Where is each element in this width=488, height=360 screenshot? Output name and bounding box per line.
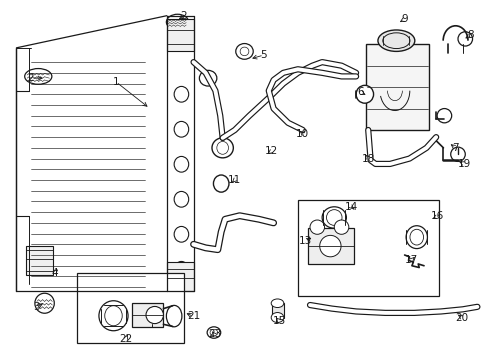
- Bar: [166, 19, 193, 51]
- Ellipse shape: [174, 157, 188, 172]
- Text: 4: 4: [51, 268, 58, 278]
- Text: 8: 8: [466, 30, 472, 40]
- Text: 21: 21: [186, 311, 200, 321]
- Text: 20: 20: [454, 312, 468, 323]
- Text: 15: 15: [272, 316, 285, 326]
- Ellipse shape: [99, 301, 128, 331]
- Text: 12: 12: [264, 147, 277, 157]
- Ellipse shape: [271, 299, 283, 307]
- Text: 3: 3: [34, 302, 40, 312]
- Ellipse shape: [35, 293, 54, 313]
- Ellipse shape: [240, 47, 248, 56]
- Ellipse shape: [326, 210, 341, 225]
- Ellipse shape: [199, 70, 216, 86]
- Text: 18: 18: [361, 154, 374, 163]
- Ellipse shape: [166, 14, 188, 30]
- Text: 9: 9: [401, 14, 407, 24]
- Ellipse shape: [405, 226, 427, 249]
- Ellipse shape: [174, 261, 188, 277]
- Ellipse shape: [174, 226, 188, 242]
- Bar: [307, 228, 353, 264]
- Ellipse shape: [166, 305, 182, 327]
- Text: 14: 14: [344, 202, 357, 212]
- Ellipse shape: [174, 86, 188, 102]
- Text: 2: 2: [28, 73, 34, 83]
- Text: 22: 22: [119, 334, 132, 344]
- Bar: [365, 44, 428, 130]
- Text: 17: 17: [405, 255, 418, 265]
- Ellipse shape: [436, 109, 451, 123]
- Ellipse shape: [213, 175, 228, 192]
- Ellipse shape: [212, 138, 233, 158]
- Ellipse shape: [457, 32, 471, 46]
- Text: 5: 5: [260, 50, 266, 60]
- Text: 19: 19: [457, 159, 470, 169]
- Text: 6: 6: [357, 87, 364, 98]
- Text: 13: 13: [298, 237, 311, 247]
- Text: 7: 7: [451, 143, 458, 153]
- Ellipse shape: [355, 85, 373, 103]
- Text: 1: 1: [112, 77, 119, 87]
- Text: 23: 23: [207, 329, 221, 339]
- Bar: [77, 273, 183, 342]
- Bar: [297, 200, 438, 296]
- Ellipse shape: [235, 44, 253, 59]
- Ellipse shape: [409, 229, 423, 245]
- Text: 16: 16: [430, 211, 443, 221]
- Ellipse shape: [207, 327, 220, 338]
- Ellipse shape: [450, 147, 464, 161]
- Ellipse shape: [216, 141, 228, 154]
- Ellipse shape: [319, 235, 340, 257]
- Ellipse shape: [24, 68, 52, 84]
- Ellipse shape: [174, 121, 188, 137]
- Bar: [132, 303, 163, 327]
- Ellipse shape: [174, 192, 188, 207]
- Text: 10: 10: [296, 129, 308, 139]
- Bar: [26, 246, 53, 275]
- Bar: [271, 303, 283, 318]
- Ellipse shape: [146, 306, 163, 324]
- Text: 2: 2: [180, 11, 187, 21]
- Bar: [166, 262, 193, 291]
- Ellipse shape: [271, 312, 283, 323]
- Ellipse shape: [334, 220, 348, 234]
- Ellipse shape: [104, 306, 122, 326]
- Text: 11: 11: [228, 175, 241, 185]
- Ellipse shape: [377, 30, 414, 51]
- Ellipse shape: [210, 329, 217, 336]
- Ellipse shape: [382, 33, 409, 49]
- Ellipse shape: [309, 220, 324, 234]
- Ellipse shape: [322, 207, 346, 228]
